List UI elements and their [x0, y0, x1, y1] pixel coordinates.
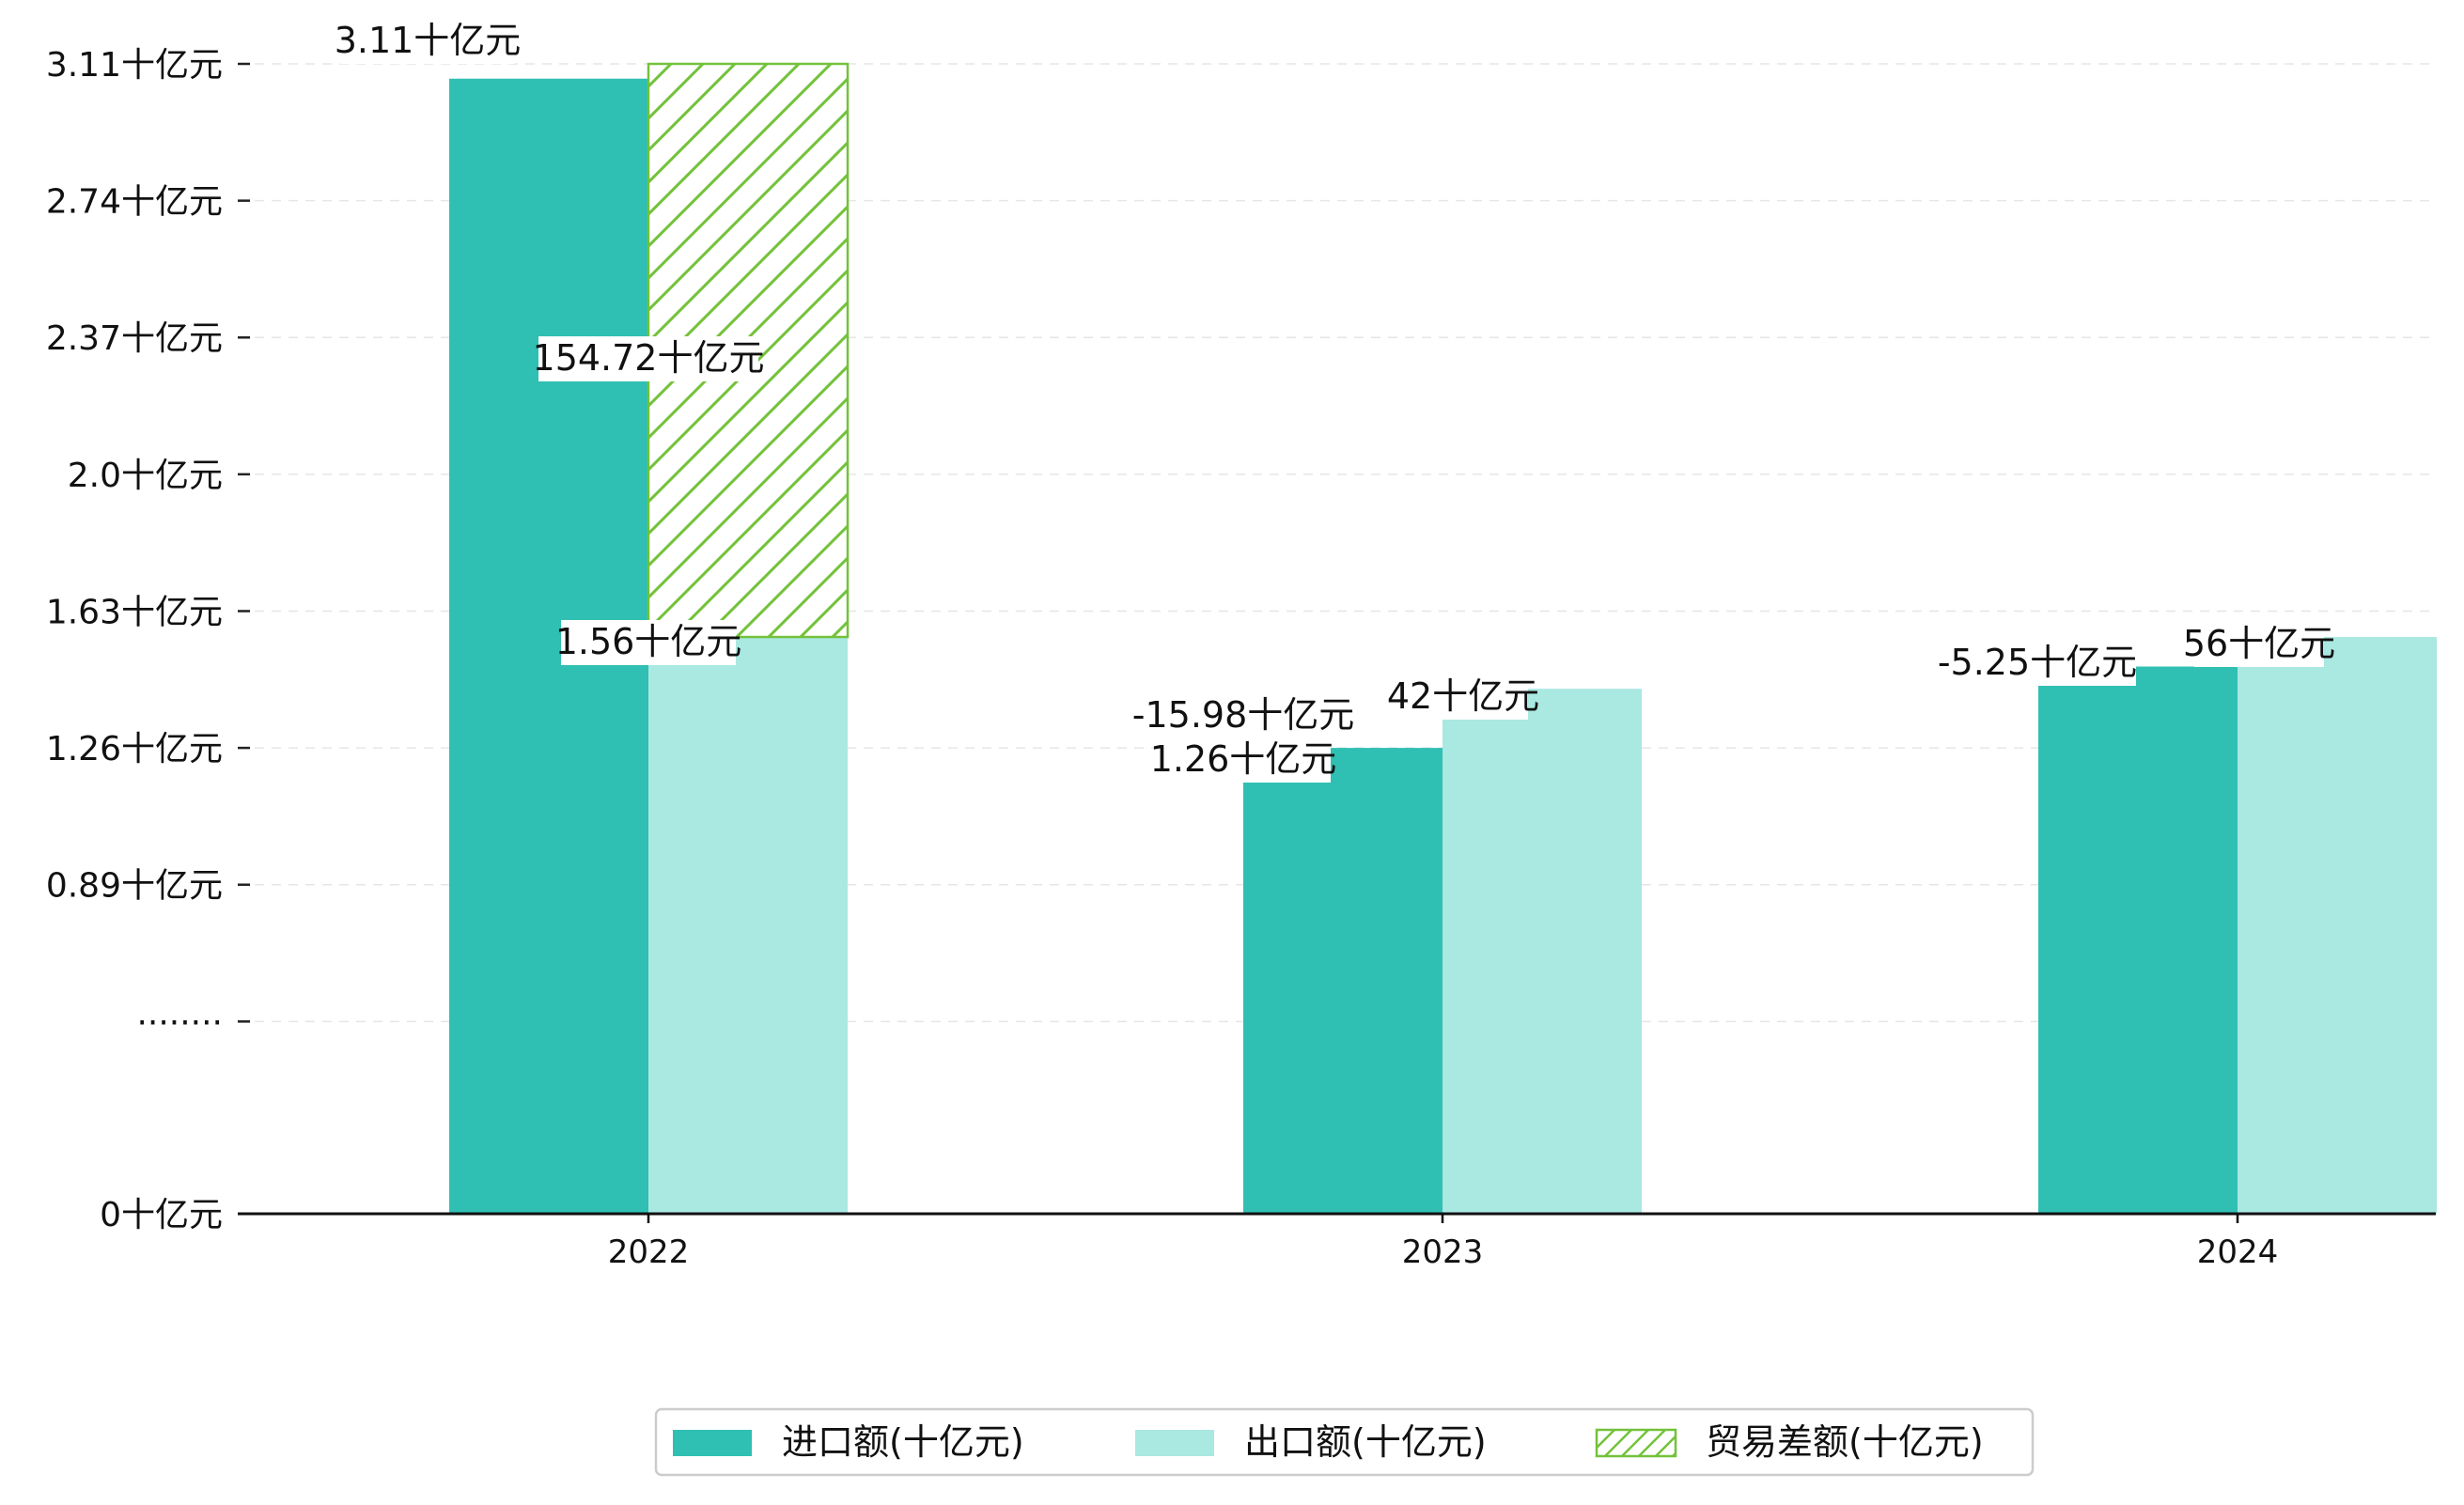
label-balance-2022: 154.72十亿元 — [533, 337, 765, 379]
legend-box — [654, 1407, 2035, 1477]
label-balance-2022-group: 154.72十亿元 — [533, 336, 765, 381]
label-export-2024: 56十亿元 — [2183, 623, 2335, 664]
label-import-2023-box — [1156, 737, 1331, 783]
bar-export-2023 — [1443, 689, 1642, 1214]
label-export-2023-box — [1398, 675, 1528, 720]
y-tick-label-2: 2.37十亿元 — [46, 319, 223, 358]
y-tick-label-8: 0十亿元 — [100, 1196, 223, 1234]
label-import-2022-box — [340, 19, 515, 64]
bar-export-2022 — [648, 637, 848, 1214]
legend-label-2: 贸易差额(十亿元) — [1706, 1421, 1984, 1463]
bar-export-2024 — [2238, 637, 2437, 1214]
bars-layer — [449, 62, 2437, 1214]
label-extra-2023-box — [1133, 693, 1353, 738]
y-tick-label-1: 2.74十亿元 — [46, 183, 223, 222]
label-import-2024-box — [1939, 641, 2136, 686]
label-export-2024-group: 56十亿元 — [2183, 622, 2335, 667]
label-import-2022: 3.11十亿元 — [335, 20, 522, 61]
legend-swatch-1 — [1135, 1430, 1214, 1456]
label-import-2024-group: -5.25十亿元 — [1938, 641, 2137, 686]
label-export-2023: 42十亿元 — [1387, 675, 1539, 717]
legend-label-0: 进口额(十亿元) — [782, 1421, 1024, 1463]
label-import-2023: 1.26十亿元 — [1150, 738, 1337, 780]
label-extra-2023: -15.98十亿元 — [1132, 694, 1355, 736]
y-tick-label-0: 3.11十亿元 — [46, 46, 223, 85]
label-import-2022-group: 3.11十亿元 — [335, 19, 522, 64]
label-export-2022-group: 1.56十亿元 — [555, 620, 742, 665]
legend-swatch-2 — [1595, 1428, 1677, 1458]
y-tick-label-5: 1.26十亿元 — [46, 730, 223, 768]
y-tick-label-7: ········ — [136, 1003, 223, 1042]
y-tick-label-4: 1.63十亿元 — [46, 593, 223, 631]
y-tick-label-3: 2.0十亿元 — [68, 457, 223, 495]
axes-layer: 3.11十亿元 2.74十亿元 2.37十亿元 2.0十亿元 1.63十亿元 1.26十亿… — [46, 46, 2436, 1271]
label-balance-2022-box — [538, 336, 758, 381]
legend-label-1: 出口额(十亿元) — [1244, 1421, 1487, 1463]
label-export-2024-box — [2194, 622, 2324, 667]
bar-import-2023 — [1243, 748, 1443, 1214]
bar-import-2024 — [2038, 666, 2238, 1214]
label-export-2023-group: 42十亿元 — [1387, 675, 1539, 720]
legend-swatch-0 — [673, 1430, 752, 1456]
y-tick-label-6: 0.89十亿元 — [46, 867, 223, 906]
label-import-2023-group: 1.26十亿元 — [1150, 737, 1337, 783]
label-import-2024: -5.25十亿元 — [1938, 642, 2137, 683]
label-extra-2023-group: -15.98十亿元 — [1132, 693, 1355, 738]
label-export-2022-box — [561, 620, 736, 665]
x-tick-label-2023: 2023 — [1402, 1233, 1484, 1271]
label-export-2022: 1.56十亿元 — [555, 621, 742, 662]
x-tick-label-2022: 2022 — [608, 1233, 690, 1271]
legend: 进口额(十亿元) 出口额(十亿元) 贸易差额(十亿元) — [654, 1407, 2035, 1477]
data-labels-layer: 3.11十亿元 154.72十亿元 1.56十亿元 1.26十亿元-15.98十亿元 4… — [335, 19, 2335, 783]
x-tick-label-2024: 2024 — [2197, 1233, 2279, 1271]
